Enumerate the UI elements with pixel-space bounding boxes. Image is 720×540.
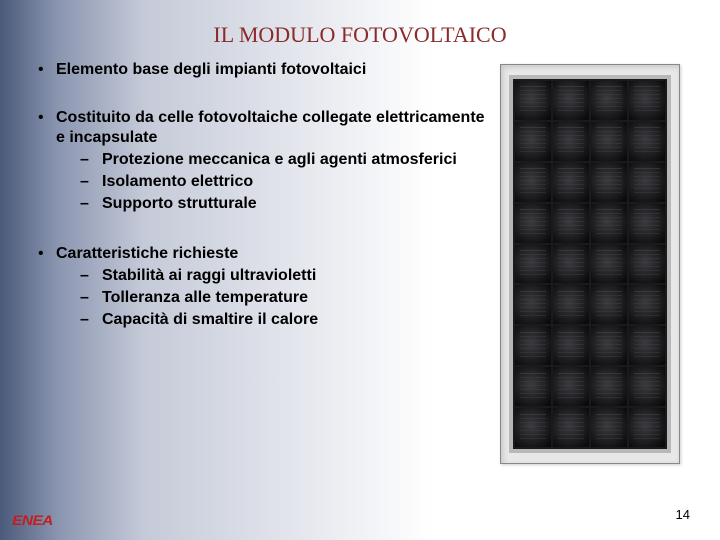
bullet-marker: • — [38, 60, 56, 80]
solar-cell — [553, 163, 589, 202]
solar-cell — [515, 245, 551, 284]
bullet-marker: • — [38, 244, 56, 332]
bullet-body: Costituito da celle fotovoltaiche colleg… — [56, 108, 490, 216]
solar-panel-frame — [500, 64, 680, 464]
solar-cell — [515, 285, 551, 324]
solar-cell — [629, 367, 665, 406]
bullet-item: •Costituito da celle fotovoltaiche colle… — [38, 108, 490, 216]
image-column — [500, 60, 700, 464]
solar-cell — [629, 408, 665, 447]
solar-cell — [553, 122, 589, 161]
dash-marker: – — [80, 310, 102, 330]
solar-cell — [553, 367, 589, 406]
bullet-item: •Caratteristiche richieste–Stabilità ai … — [38, 244, 490, 332]
solar-panel — [509, 75, 671, 453]
dash-marker: – — [80, 150, 102, 170]
solar-cell — [515, 122, 551, 161]
solar-cell — [553, 408, 589, 447]
solar-cell — [629, 285, 665, 324]
dash-marker: – — [80, 266, 102, 286]
solar-cell — [591, 245, 627, 284]
solar-cell — [591, 81, 627, 120]
sub-text: Isolamento elettrico — [102, 172, 253, 192]
bullet-text: Elemento base degli impianti fotovoltaic… — [56, 60, 366, 80]
solar-cell — [553, 204, 589, 243]
solar-cell — [591, 163, 627, 202]
solar-cell — [591, 326, 627, 365]
enea-logo: ENEA — [12, 512, 53, 528]
bullet-body: Elemento base degli impianti fotovoltaic… — [56, 60, 366, 80]
solar-cell — [629, 204, 665, 243]
bullet-text: Caratteristiche richieste — [56, 244, 318, 264]
solar-cell — [629, 245, 665, 284]
dash-marker: – — [80, 288, 102, 308]
slide-title: IL MODULO FOTOVOLTAICO — [0, 0, 720, 60]
text-column: •Elemento base degli impianti fotovoltai… — [20, 60, 500, 464]
bullet-item: •Elemento base degli impianti fotovoltai… — [38, 60, 490, 80]
solar-cell — [591, 408, 627, 447]
bullet-marker: • — [38, 108, 56, 216]
solar-cell — [591, 367, 627, 406]
solar-cell — [629, 122, 665, 161]
solar-cell — [591, 285, 627, 324]
solar-cell — [629, 326, 665, 365]
sub-text: Supporto strutturale — [102, 194, 257, 214]
dash-marker: – — [80, 194, 102, 214]
solar-cell — [553, 326, 589, 365]
solar-cell — [553, 81, 589, 120]
solar-cell — [553, 285, 589, 324]
solar-cell — [515, 204, 551, 243]
sub-item: –Stabilità ai raggi ultravioletti — [56, 266, 318, 286]
sub-list: –Protezione meccanica e agli agenti atmo… — [56, 150, 490, 214]
solar-cell — [591, 122, 627, 161]
bullet-text: Costituito da celle fotovoltaiche colleg… — [56, 108, 490, 148]
solar-cell — [515, 367, 551, 406]
page-number: 14 — [676, 507, 690, 522]
sub-item: –Supporto strutturale — [56, 194, 490, 214]
sub-item: –Tolleranza alle temperature — [56, 288, 318, 308]
bullet-body: Caratteristiche richieste–Stabilità ai r… — [56, 244, 318, 332]
solar-cell — [515, 81, 551, 120]
sub-text: Capacità di smaltire il calore — [102, 310, 318, 330]
sub-item: –Capacità di smaltire il calore — [56, 310, 318, 330]
solar-cell — [591, 204, 627, 243]
sub-text: Stabilità ai raggi ultravioletti — [102, 266, 316, 286]
sub-item: –Protezione meccanica e agli agenti atmo… — [56, 150, 490, 170]
dash-marker: – — [80, 172, 102, 192]
solar-cell — [629, 81, 665, 120]
solar-cell — [515, 163, 551, 202]
solar-cell — [629, 163, 665, 202]
sub-item: –Isolamento elettrico — [56, 172, 490, 192]
solar-cell — [553, 245, 589, 284]
sub-text: Tolleranza alle temperature — [102, 288, 308, 308]
content-area: •Elemento base degli impianti fotovoltai… — [0, 60, 720, 464]
solar-cell — [515, 326, 551, 365]
sub-text: Protezione meccanica e agli agenti atmos… — [102, 150, 457, 170]
solar-cell — [515, 408, 551, 447]
sub-list: –Stabilità ai raggi ultravioletti–Toller… — [56, 266, 318, 330]
